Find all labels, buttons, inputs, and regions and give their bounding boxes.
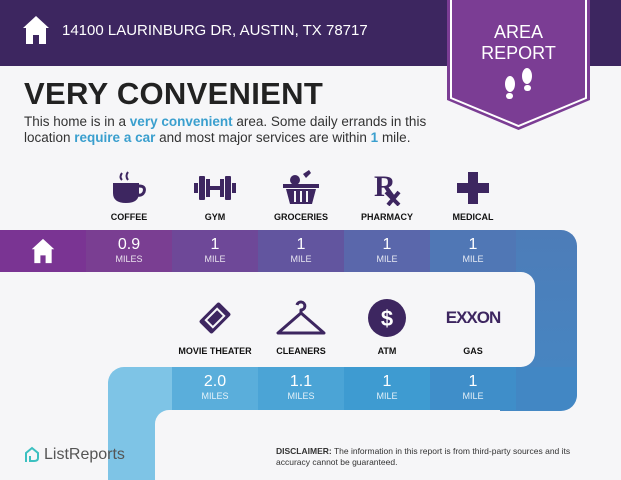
amenity-label: MOVIE THEATER bbox=[178, 346, 252, 356]
distance-unit: MILES bbox=[115, 254, 143, 264]
distance-cell: 1.1 MILES bbox=[258, 367, 344, 410]
amenity-label: MEDICAL bbox=[452, 212, 494, 222]
distance-cell: 1 MILE bbox=[344, 230, 430, 272]
distance-value: 0.9 bbox=[117, 236, 141, 253]
amenity-movie-theater: MOVIE THEATER bbox=[172, 298, 258, 356]
amenity-groceries: GROCERIES bbox=[258, 168, 344, 222]
badge-title: AREA REPORT bbox=[481, 22, 556, 63]
footprints-icon bbox=[505, 68, 532, 99]
home-cell bbox=[0, 230, 86, 272]
distance-unit: MILE bbox=[462, 254, 484, 264]
hanger-icon bbox=[258, 298, 344, 338]
route-inner-curve bbox=[155, 410, 195, 480]
distance-unit: MILE bbox=[376, 254, 398, 264]
amenity-atm: $ ATM bbox=[344, 298, 430, 356]
amenity-label: CLEANERS bbox=[276, 346, 326, 356]
rx-icon: R bbox=[344, 168, 430, 208]
coffee-icon bbox=[86, 168, 172, 208]
route-end-row2 bbox=[516, 367, 577, 410]
ticket-icon bbox=[172, 298, 258, 338]
home-icon bbox=[31, 238, 55, 264]
amenity-label: GAS bbox=[463, 346, 483, 356]
amenity-label: PHARMACY bbox=[360, 212, 413, 222]
cross-icon bbox=[430, 168, 516, 208]
distance-value: 1 bbox=[382, 236, 392, 253]
exxon-logo: EXXON bbox=[445, 308, 502, 327]
distance-cell: 1 MILE bbox=[344, 367, 430, 410]
distance-unit: MILE bbox=[204, 254, 226, 264]
disclaimer: DISCLAIMER: The information in this repo… bbox=[276, 446, 571, 467]
description: This home is in a very convenient area. … bbox=[24, 114, 427, 145]
amenity-cleaners: CLEANERS bbox=[258, 298, 344, 356]
basket-icon bbox=[258, 168, 344, 208]
amenity-gas: EXXON GAS bbox=[430, 298, 516, 356]
route-inner-curve-right bbox=[500, 272, 535, 367]
home-icon bbox=[23, 16, 49, 44]
amenity-label: GYM bbox=[204, 212, 226, 222]
amenity-medical: MEDICAL bbox=[430, 168, 516, 222]
distance-unit: MILE bbox=[462, 391, 484, 401]
distance-value: 1.1 bbox=[289, 373, 313, 390]
amenity-label: ATM bbox=[377, 346, 397, 356]
distance-value: 1 bbox=[468, 236, 478, 253]
amenity-pharmacy: R PHARMACY bbox=[344, 168, 430, 222]
dumbbell-icon bbox=[172, 168, 258, 208]
distance-unit: MILE bbox=[376, 391, 398, 401]
distance-value: 1 bbox=[210, 236, 220, 253]
amenity-label: GROCERIES bbox=[273, 212, 328, 222]
amenity-gym: GYM bbox=[172, 168, 258, 222]
amenity-coffee: COFFEE bbox=[86, 168, 172, 222]
distance-unit: MILES bbox=[201, 391, 229, 401]
listreports-logo: ListReports bbox=[24, 446, 125, 464]
distance-value: 1 bbox=[468, 373, 478, 390]
page-title: VERY CONVENIENT bbox=[24, 76, 324, 111]
distance-cell: 1 MILE bbox=[430, 230, 516, 272]
distance-value: 1 bbox=[382, 373, 392, 390]
area-report-badge bbox=[447, 0, 590, 130]
svg-text:$: $ bbox=[381, 306, 393, 331]
dollar-icon: $ bbox=[344, 298, 430, 338]
distance-cell: 1 MILE bbox=[430, 367, 516, 410]
distance-value: 2.0 bbox=[203, 373, 227, 390]
distance-cell: 1 MILE bbox=[172, 230, 258, 272]
amenity-label: COFFEE bbox=[110, 212, 148, 222]
distance-cell: 1 MILE bbox=[258, 230, 344, 272]
address: 14100 LAURINBURG DR, AUSTIN, TX 78717 bbox=[62, 22, 368, 39]
distance-value: 1 bbox=[296, 236, 306, 253]
distance-cell: 2.0 MILES bbox=[172, 367, 258, 410]
distance-unit: MILE bbox=[290, 254, 312, 264]
distance-cell: 0.9 MILES bbox=[86, 230, 172, 272]
distance-unit: MILES bbox=[287, 391, 315, 401]
